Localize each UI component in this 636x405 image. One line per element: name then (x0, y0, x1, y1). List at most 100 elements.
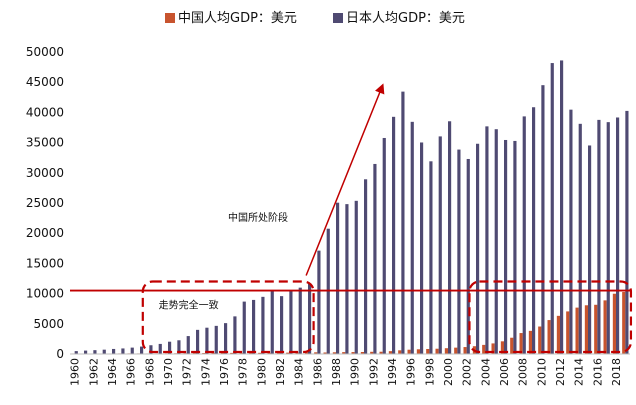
bar-china-2012 (557, 316, 560, 354)
y-tick-label: 0 (56, 347, 64, 361)
bar-japan-2005 (495, 129, 498, 354)
legend: 中国人均GDP：美元 日本人均GDP：美元 (165, 11, 465, 26)
bar-japan-1974 (205, 328, 208, 354)
y-tick-label: 50000 (26, 45, 64, 59)
bar-japan-1966 (131, 348, 134, 354)
bar-china-2016 (594, 305, 597, 354)
bar-japan-1984 (299, 288, 302, 354)
y-tick-label: 5000 (33, 317, 64, 331)
bar-japan-1964 (112, 349, 115, 354)
x-tick-label: 1972 (181, 358, 194, 386)
bar-japan-1990 (355, 201, 358, 354)
bar-japan-2009 (532, 107, 535, 354)
y-tick-label: 30000 (26, 166, 64, 180)
bar-japan-2006 (504, 140, 507, 354)
bar-china-2017 (603, 300, 606, 354)
bar-japan-1986 (317, 251, 320, 354)
y-tick-label: 25000 (26, 196, 64, 210)
legend-label-china: 中国人均GDP：美元 (178, 11, 297, 26)
x-tick-label: 1984 (293, 358, 306, 386)
bar-japan-1997 (420, 142, 423, 354)
bar-japan-1962 (93, 350, 96, 354)
bar-china-2009 (529, 331, 532, 354)
y-tick-label: 35000 (26, 136, 64, 150)
bar-japan-1981 (271, 291, 274, 354)
bar-china-1996 (407, 350, 410, 354)
bar-japan-1982 (280, 296, 283, 354)
x-tick-label: 2002 (461, 358, 474, 386)
bar-china-2013 (566, 311, 569, 354)
bar-china-2019 (622, 292, 625, 354)
bar-japan-2011 (551, 63, 554, 354)
y-tick-label: 45000 (26, 75, 64, 89)
bar-china-2001 (454, 348, 457, 354)
x-tick-label: 2008 (517, 358, 530, 386)
bar-japan-2016 (597, 120, 600, 354)
y-tick-label: 40000 (26, 105, 64, 119)
bar-japan-1976 (224, 323, 227, 354)
bar-china-1999 (435, 349, 438, 354)
bar-china-2008 (519, 333, 522, 354)
x-tick-label: 1992 (367, 358, 380, 386)
bar-china-2018 (613, 294, 616, 354)
bar-japan-2014 (579, 124, 582, 354)
bar-china-2015 (585, 305, 588, 354)
bar-china-2004 (482, 345, 485, 354)
x-tick-label: 1978 (237, 358, 250, 386)
bar-japan-1975 (215, 326, 218, 354)
bar-china-2007 (510, 338, 513, 354)
arrow-label: 中国所处阶段 (228, 211, 288, 224)
bar-china-2002 (463, 347, 466, 354)
y-tick-label: 20000 (26, 226, 64, 240)
legend-swatch-china (165, 13, 175, 23)
bar-china-1998 (426, 349, 429, 354)
bar-japan-2012 (560, 60, 563, 354)
bar-japan-1969 (159, 344, 162, 354)
bars (71, 60, 628, 354)
x-tick-label: 1960 (69, 358, 82, 386)
x-tick-label: 1990 (349, 358, 362, 386)
bar-japan-1994 (392, 117, 395, 354)
bar-japan-1980 (261, 297, 264, 354)
legend-label-japan: 日本人均GDP：美元 (346, 11, 465, 26)
bar-china-1995 (398, 350, 401, 354)
bar-japan-1985 (308, 284, 311, 354)
x-tick-label: 1988 (330, 358, 343, 386)
bar-japan-1993 (383, 138, 386, 354)
bar-japan-1977 (233, 316, 236, 354)
x-tick-label: 1994 (386, 358, 399, 386)
x-tick-label: 1976 (218, 358, 231, 386)
trend-arrow (306, 85, 383, 275)
bar-japan-1988 (336, 203, 339, 354)
bar-japan-2001 (457, 150, 460, 354)
x-tick-label: 2004 (479, 358, 492, 386)
bar-japan-1999 (439, 136, 442, 354)
bar-china-2000 (445, 348, 448, 354)
bar-japan-2003 (476, 144, 479, 354)
bar-china-1997 (417, 349, 420, 354)
bar-china-2010 (538, 327, 541, 354)
bar-japan-1996 (411, 122, 414, 354)
y-tick-label: 15000 (26, 256, 64, 270)
bar-japan-2007 (513, 141, 516, 354)
bar-china-2011 (547, 320, 550, 354)
y-tick-label: 10000 (26, 287, 64, 301)
legend-swatch-japan (333, 13, 343, 23)
x-tick-label: 1966 (125, 358, 138, 386)
bar-japan-2013 (569, 110, 572, 354)
x-tick-label: 2014 (573, 358, 586, 386)
bar-japan-1973 (196, 330, 199, 354)
bar-japan-2015 (588, 145, 591, 354)
bar-japan-2010 (541, 85, 544, 354)
x-tick-label: 2000 (442, 358, 455, 386)
x-tick-label: 1968 (143, 358, 156, 386)
x-tick-label: 1970 (162, 358, 175, 386)
bar-china-2014 (575, 308, 578, 354)
x-tick-label: 1964 (106, 358, 119, 386)
bar-japan-2019 (625, 111, 628, 354)
bar-japan-1972 (187, 336, 190, 354)
